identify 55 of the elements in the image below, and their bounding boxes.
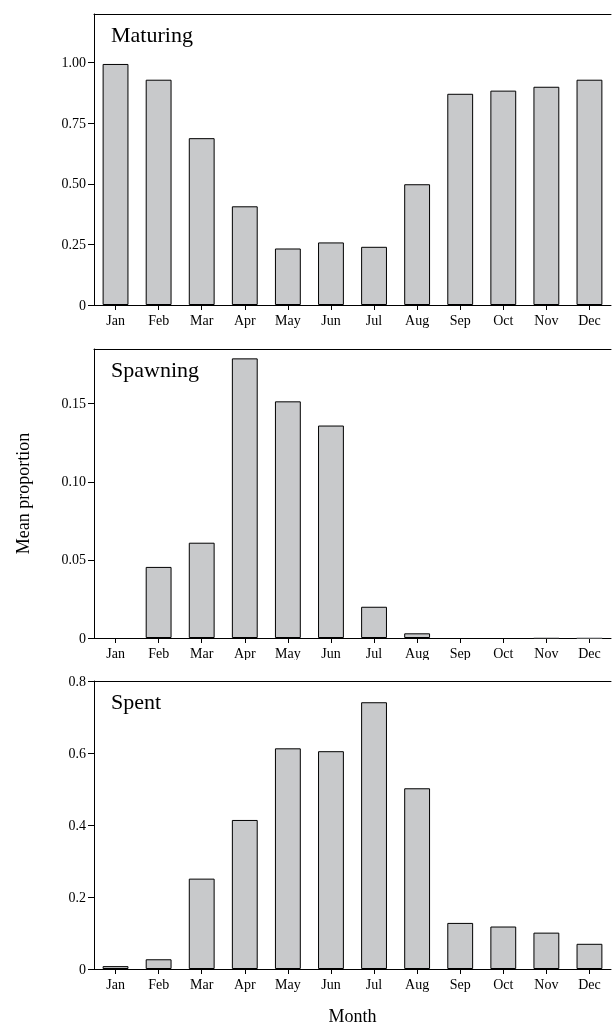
chart-title: Maturing — [111, 21, 193, 47]
x-tick-label: Mar — [190, 976, 214, 992]
y-axis-title: Mean proportion — [13, 432, 33, 555]
x-tick-label: Apr — [233, 976, 257, 992]
y-tick-label: 0.4 — [68, 817, 86, 833]
y-tick-label: 0.2 — [68, 889, 86, 905]
y-tick-label: 0 — [79, 961, 86, 977]
x-tick-label: Jun — [321, 312, 341, 328]
y-tick-label: 0.50 — [61, 176, 86, 192]
x-tick-label: Oct — [493, 645, 514, 661]
x-tick-label: Sep — [449, 312, 471, 328]
x-tick-label: Jul — [365, 976, 383, 992]
x-tick-label: Feb — [148, 312, 170, 328]
x-tick-label: Aug — [405, 645, 430, 661]
x-tick-label: Jun — [321, 645, 341, 661]
chart-title: Spent — [111, 688, 162, 714]
x-tick-label: Jan — [106, 312, 125, 328]
x-tick-label: Sep — [449, 645, 471, 661]
x-tick-label: Oct — [493, 976, 514, 992]
x-tick-label: Nov — [534, 312, 559, 328]
x-tick-label: Nov — [534, 645, 559, 661]
y-tick-label: 0.25 — [61, 236, 86, 252]
x-tick-label: Aug — [405, 312, 430, 328]
y-tick-label: 0.8 — [68, 673, 86, 689]
x-tick-label: Dec — [578, 976, 601, 992]
x-tick-label: Sep — [449, 976, 471, 992]
x-tick-label: Oct — [493, 312, 514, 328]
x-tick-label: Nov — [534, 976, 559, 992]
x-tick-label: Jan — [106, 976, 125, 992]
x-tick-label: Mar — [190, 312, 214, 328]
x-tick-label: May — [275, 312, 301, 328]
x-tick-label: Aug — [405, 976, 430, 992]
y-tick-label: 0.75 — [61, 115, 86, 131]
y-tick-label: 0.6 — [68, 745, 86, 761]
y-tick-label: 0 — [79, 630, 86, 646]
x-tick-label: Jun — [321, 976, 341, 992]
y-tick-label: 1.00 — [61, 55, 86, 70]
x-axis-title: Month — [328, 1006, 377, 1026]
x-tick-label: Mar — [190, 645, 214, 661]
x-tick-label: Jul — [365, 645, 383, 661]
x-tick-label: Apr — [233, 645, 257, 661]
y-tick-label: 0 — [79, 297, 86, 313]
x-tick-label: Dec — [578, 312, 601, 328]
y-tick-label: 0.15 — [61, 396, 86, 412]
y-tick-label: 0.05 — [61, 552, 86, 568]
x-tick-label: Jul — [365, 312, 383, 328]
y-tick-label: 0.10 — [61, 474, 86, 490]
x-tick-label: Apr — [233, 312, 257, 328]
x-tick-label: Dec — [578, 645, 601, 661]
x-tick-label: Feb — [148, 645, 170, 661]
chart-title: Spawning — [111, 356, 199, 382]
x-tick-label: May — [275, 645, 301, 661]
x-tick-label: May — [275, 976, 301, 992]
x-tick-label: Jan — [106, 645, 125, 661]
x-tick-label: Feb — [148, 976, 170, 992]
